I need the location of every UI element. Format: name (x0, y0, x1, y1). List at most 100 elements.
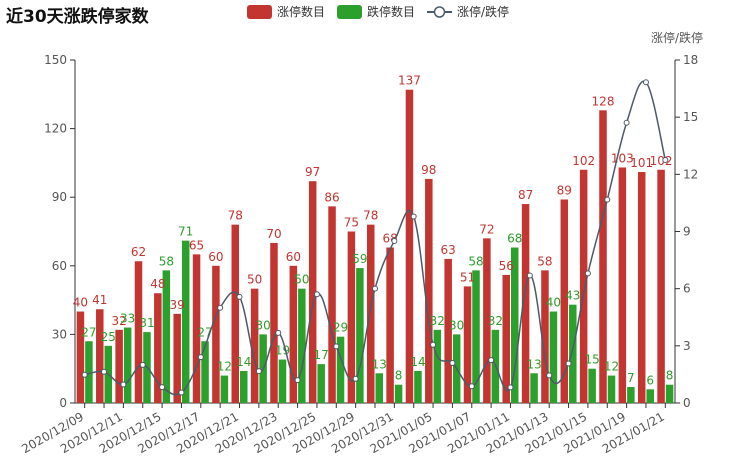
ratio-point (410, 213, 417, 220)
ratio-point (352, 375, 359, 382)
legend[interactable]: 涨停数目 跌停数目 涨停/跌停 (247, 4, 509, 19)
ratio-point (468, 383, 475, 390)
down-value-label: 15 (585, 353, 600, 367)
ratio-point (217, 304, 224, 311)
down-bar (181, 240, 190, 403)
up-value-label: 56 (499, 259, 514, 273)
left-tick-label: 90 (52, 190, 67, 204)
up-bar (599, 110, 607, 403)
down-value-label: 8 (395, 369, 403, 383)
up-value-label: 102 (572, 154, 595, 168)
up-bar (154, 293, 162, 403)
down-value-label: 59 (352, 252, 367, 266)
down-value-label: 33 (120, 312, 135, 326)
down-bar (433, 329, 442, 403)
up-bar (328, 206, 336, 403)
up-value-label: 48 (150, 277, 165, 291)
up-bar (212, 265, 220, 403)
bars-layer (76, 89, 674, 403)
down-value-label: 12 (604, 360, 619, 374)
legend-item-3[interactable]: 涨停/跌停 (427, 4, 509, 19)
up-value-label: 97 (305, 165, 320, 179)
left-tick-label: 30 (52, 327, 67, 341)
right-tick-label: 3 (683, 339, 691, 353)
legend-swatch (247, 5, 272, 19)
ratio-point (507, 384, 514, 391)
up-value-label: 101 (630, 156, 653, 170)
down-value-label: 40 (546, 296, 561, 310)
down-bar (201, 341, 209, 403)
down-bar (298, 288, 306, 403)
left-tick-label: 150 (44, 53, 67, 67)
legend-label: 涨停数目 (277, 4, 325, 19)
ratio-point (159, 384, 166, 391)
down-value-label: 32 (430, 314, 445, 328)
ratio-point (488, 357, 495, 364)
up-bar (425, 178, 433, 403)
up-value-label: 137 (398, 74, 421, 88)
down-value-label: 32 (488, 314, 503, 328)
up-bar (405, 89, 414, 403)
down-value-label: 14 (410, 355, 425, 369)
ratio-point (120, 381, 127, 388)
up-bar (76, 311, 85, 403)
up-value-label: 75 (344, 216, 359, 230)
down-bar (123, 327, 132, 403)
ratio-point (642, 79, 649, 86)
down-bar (317, 364, 325, 403)
up-bar (270, 242, 278, 403)
up-value-label: 60 (208, 250, 223, 264)
right-tick-label: 0 (683, 396, 691, 410)
legend-swatch (337, 5, 362, 19)
up-value-label: 58 (537, 254, 552, 268)
up-value-label: 128 (592, 94, 615, 108)
up-value-label: 89 (557, 183, 572, 197)
ratio-point (81, 371, 88, 378)
ratio-point (565, 360, 572, 367)
down-bar (336, 336, 345, 403)
ratio-point (255, 368, 262, 375)
ratio-point (372, 285, 378, 292)
down-value-label: 29 (333, 321, 348, 335)
chart-title: 近30天涨跌停家数 (6, 7, 149, 27)
ratio-point (662, 157, 669, 164)
up-bar (483, 238, 491, 403)
legend-item-1[interactable]: 涨停数目 (247, 4, 325, 19)
ratio-point (604, 196, 611, 203)
down-value-label: 58 (468, 254, 483, 268)
ratio-point (178, 389, 185, 396)
down-value-label: 68 (507, 232, 522, 246)
legend-item-2[interactable]: 跌停数目 (337, 4, 415, 19)
up-bar (386, 247, 394, 403)
down-bar (85, 341, 93, 403)
down-bar (569, 304, 577, 403)
down-value-label: 14 (236, 355, 251, 369)
up-bar (134, 261, 143, 403)
ratio-point (275, 329, 282, 336)
ratio-point (236, 293, 243, 300)
ratio-point (139, 361, 146, 368)
down-value-label: 30 (449, 318, 464, 332)
down-bar (472, 270, 480, 403)
right-axis-title: 涨停/跌停 (651, 30, 703, 45)
up-bar (579, 169, 588, 403)
up-bar (289, 265, 298, 403)
ratio-point (197, 354, 204, 361)
bar-labels-layer: 4027412532336231485839716527601278145030… (73, 74, 674, 388)
ratio-point (449, 359, 456, 366)
down-bar (414, 370, 422, 403)
ratio-line-layer (81, 79, 669, 396)
up-value-label: 32 (111, 314, 126, 328)
ratio-point (430, 341, 437, 348)
ratio-point (294, 377, 301, 384)
down-bar (162, 270, 171, 403)
up-value-label: 60 (286, 250, 301, 264)
ratio-point (623, 119, 630, 126)
down-value-label: 13 (526, 357, 541, 371)
down-value-label: 19 (275, 344, 290, 358)
up-value-label: 78 (363, 209, 378, 223)
left-tick-label: 120 (44, 122, 67, 136)
up-bar (502, 274, 510, 403)
up-value-label: 65 (189, 238, 204, 252)
up-bar (96, 309, 104, 403)
